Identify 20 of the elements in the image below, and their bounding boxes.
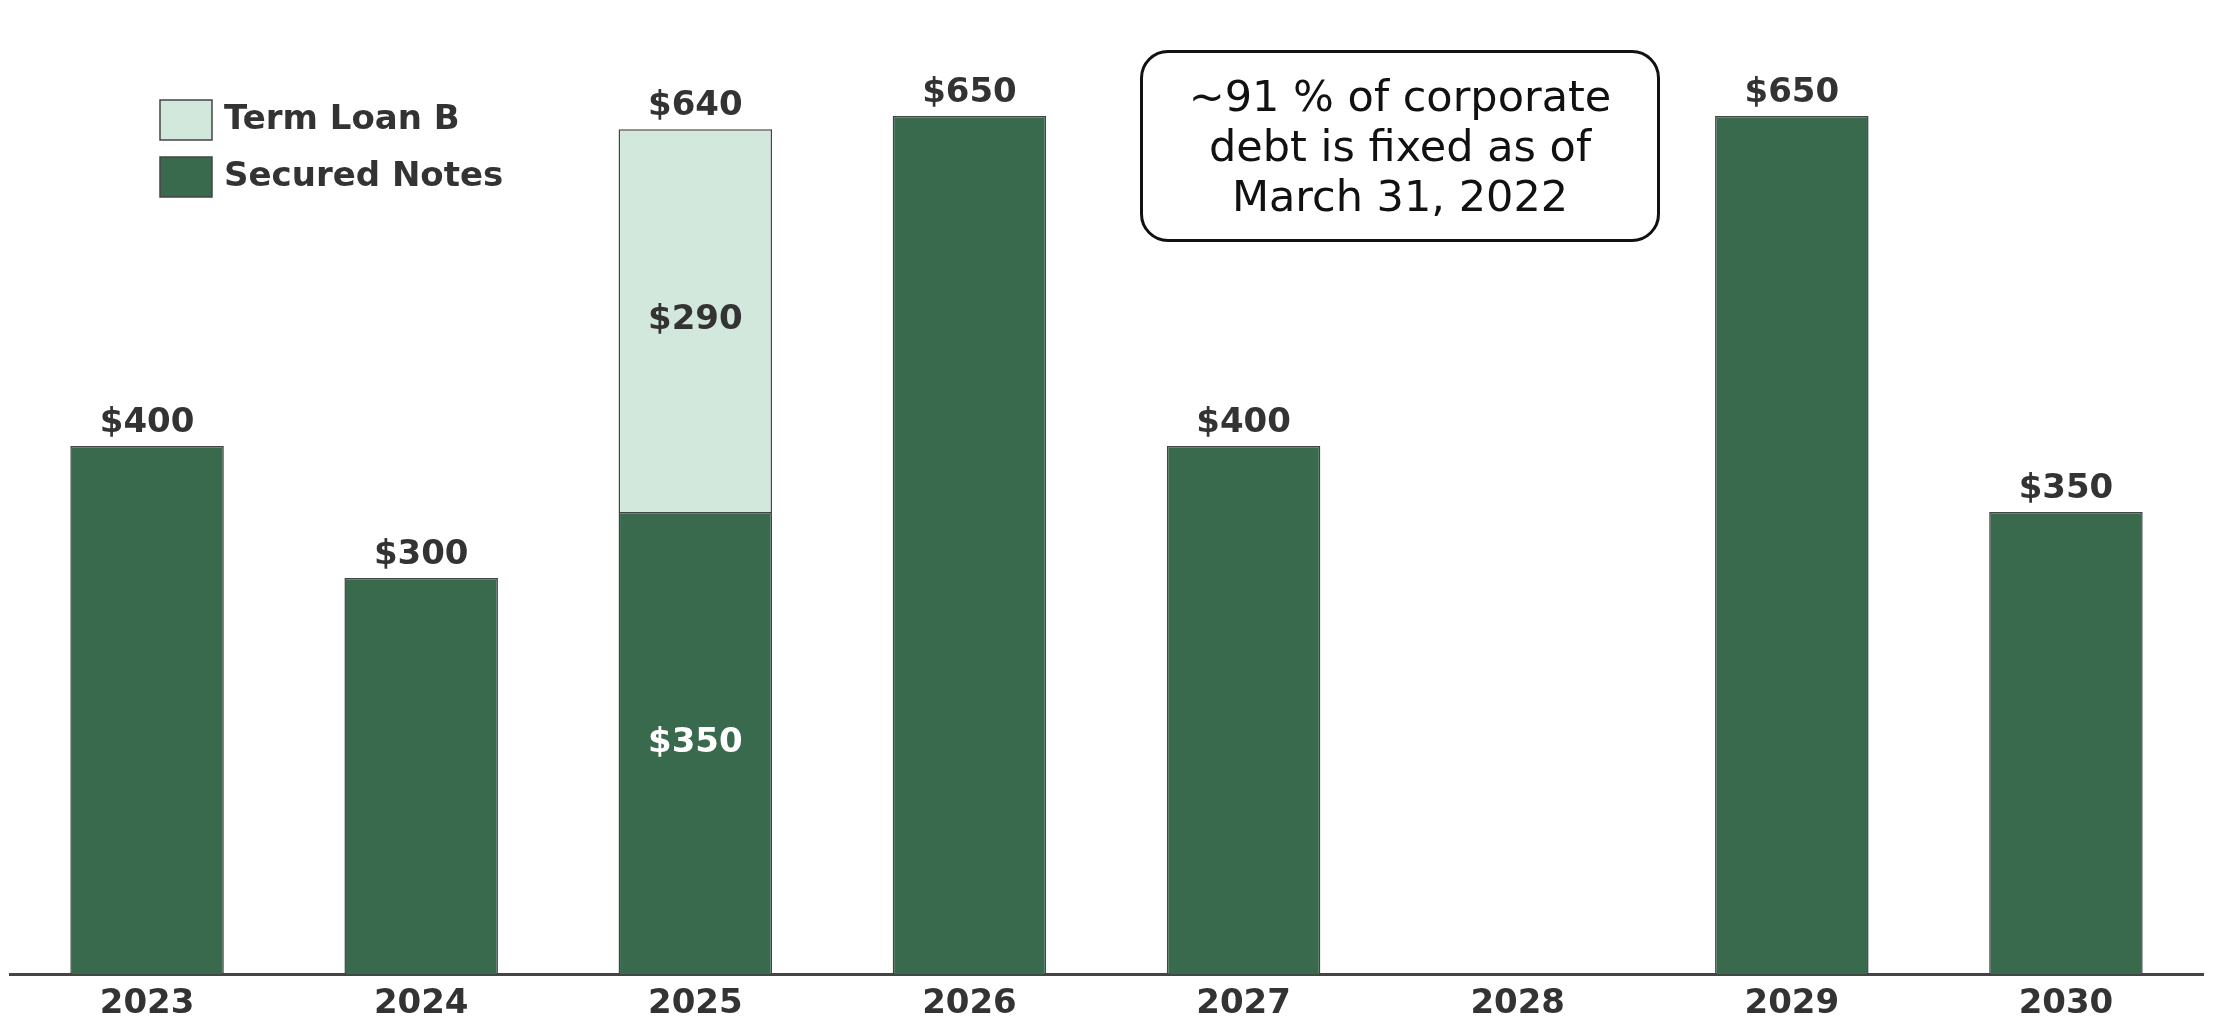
x-tick-label: 2028 bbox=[1470, 981, 1566, 1022]
legend-label: Secured Notes bbox=[224, 153, 504, 194]
data-label: $650 bbox=[922, 69, 1017, 110]
data-label: $350 bbox=[2018, 465, 2114, 506]
data-label: $400 bbox=[99, 399, 195, 440]
data-label: $400 bbox=[1196, 399, 1291, 440]
x-tick-label: 2030 bbox=[2018, 981, 2114, 1022]
data-label: $650 bbox=[1744, 69, 1840, 110]
x-tick-label: 2027 bbox=[1196, 981, 1291, 1022]
x-tick-label: 2024 bbox=[373, 981, 469, 1022]
x-tick-label: 2023 bbox=[99, 981, 195, 1022]
data-label: $290 bbox=[647, 297, 743, 338]
data-label: $350 bbox=[647, 719, 743, 760]
annotation: ~91 % of corporate debt is fixed as of March 31, 2022 bbox=[1140, 50, 1660, 242]
x-tick-label: 2026 bbox=[922, 981, 1017, 1022]
data-label: $300 bbox=[373, 531, 469, 572]
x-tick-label: 2029 bbox=[1744, 981, 1840, 1022]
total-label: $640 bbox=[647, 83, 743, 124]
legend-label: Term Loan B bbox=[224, 96, 460, 137]
x-tick-label: 2025 bbox=[647, 981, 743, 1022]
